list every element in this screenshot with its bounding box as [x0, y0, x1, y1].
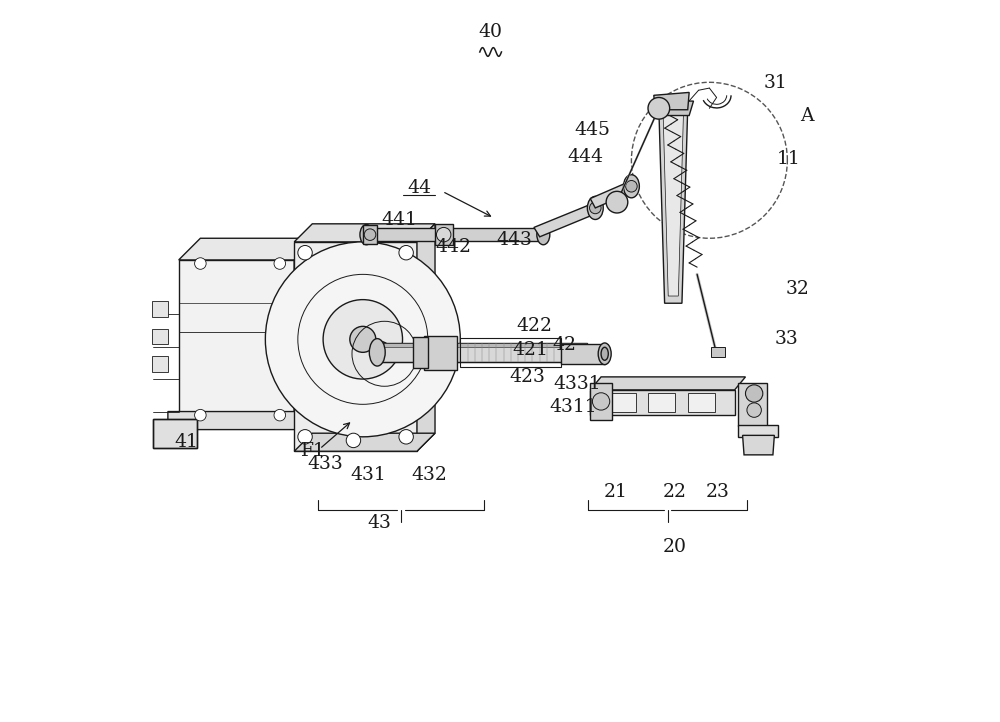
Polygon shape [168, 412, 316, 430]
Circle shape [346, 433, 361, 448]
Text: 431: 431 [351, 466, 386, 484]
Polygon shape [590, 377, 745, 390]
Text: F1: F1 [301, 443, 326, 460]
Polygon shape [738, 383, 767, 426]
Circle shape [364, 229, 376, 240]
Text: 21: 21 [604, 484, 627, 501]
Text: 422: 422 [517, 318, 553, 335]
Polygon shape [435, 224, 453, 245]
Circle shape [195, 409, 206, 421]
Text: 4311: 4311 [549, 399, 597, 416]
Polygon shape [294, 433, 435, 451]
Polygon shape [743, 435, 774, 455]
Polygon shape [179, 238, 316, 260]
Text: 445: 445 [574, 121, 610, 139]
Text: 423: 423 [509, 368, 545, 386]
Circle shape [606, 191, 628, 213]
Polygon shape [377, 343, 587, 347]
Text: 32: 32 [786, 280, 809, 297]
Polygon shape [590, 390, 735, 415]
Text: 444: 444 [567, 149, 603, 166]
Polygon shape [663, 116, 683, 296]
Polygon shape [659, 108, 688, 303]
Circle shape [590, 202, 601, 214]
Polygon shape [590, 182, 634, 208]
Text: 33: 33 [775, 331, 799, 348]
Text: 43: 43 [367, 515, 391, 532]
Text: 20: 20 [663, 539, 687, 556]
Polygon shape [590, 383, 612, 420]
Text: 23: 23 [706, 484, 730, 501]
Circle shape [298, 245, 312, 260]
Circle shape [436, 227, 451, 242]
Circle shape [350, 326, 376, 352]
Circle shape [195, 258, 206, 269]
Polygon shape [561, 344, 605, 364]
Bar [688, 393, 715, 412]
Circle shape [648, 97, 670, 119]
Polygon shape [294, 238, 316, 419]
Text: 4331: 4331 [553, 375, 601, 393]
Text: 11: 11 [777, 150, 801, 168]
Text: 42: 42 [552, 336, 576, 354]
Polygon shape [294, 224, 435, 242]
Polygon shape [653, 101, 693, 116]
Circle shape [298, 430, 312, 444]
Circle shape [399, 245, 413, 260]
Polygon shape [153, 419, 197, 448]
Ellipse shape [598, 343, 611, 365]
Polygon shape [424, 336, 457, 370]
Text: 442: 442 [435, 238, 471, 256]
Text: 432: 432 [411, 466, 447, 484]
Circle shape [399, 430, 413, 444]
Polygon shape [417, 224, 435, 451]
Text: 443: 443 [497, 231, 532, 248]
Text: 41: 41 [174, 433, 198, 451]
Circle shape [323, 300, 403, 379]
Circle shape [372, 342, 390, 359]
Polygon shape [711, 347, 725, 357]
Polygon shape [366, 228, 543, 241]
Ellipse shape [369, 339, 385, 366]
Text: 433: 433 [307, 455, 343, 472]
Polygon shape [413, 337, 428, 368]
Circle shape [745, 385, 763, 402]
Circle shape [626, 180, 637, 192]
Polygon shape [179, 260, 294, 419]
Text: 31: 31 [764, 74, 788, 92]
Polygon shape [152, 329, 168, 344]
Bar [608, 393, 636, 412]
Polygon shape [377, 343, 587, 362]
Polygon shape [738, 425, 778, 437]
Text: 441: 441 [381, 212, 417, 229]
Circle shape [274, 258, 286, 269]
Circle shape [274, 409, 286, 421]
Circle shape [265, 242, 460, 437]
Text: 22: 22 [663, 484, 687, 501]
Ellipse shape [601, 347, 608, 360]
Ellipse shape [421, 340, 435, 365]
Polygon shape [654, 92, 689, 110]
Ellipse shape [587, 196, 603, 219]
Ellipse shape [537, 225, 550, 245]
Bar [648, 393, 675, 412]
Text: A: A [800, 107, 814, 124]
Polygon shape [294, 242, 417, 451]
Circle shape [592, 393, 610, 410]
Text: 40: 40 [479, 23, 503, 40]
Circle shape [747, 403, 761, 417]
Polygon shape [152, 356, 168, 372]
Polygon shape [534, 204, 597, 237]
Text: 44: 44 [407, 179, 431, 196]
Polygon shape [152, 301, 168, 317]
Polygon shape [363, 225, 377, 244]
Text: 421: 421 [512, 342, 548, 359]
Ellipse shape [623, 175, 639, 198]
Ellipse shape [360, 225, 373, 245]
